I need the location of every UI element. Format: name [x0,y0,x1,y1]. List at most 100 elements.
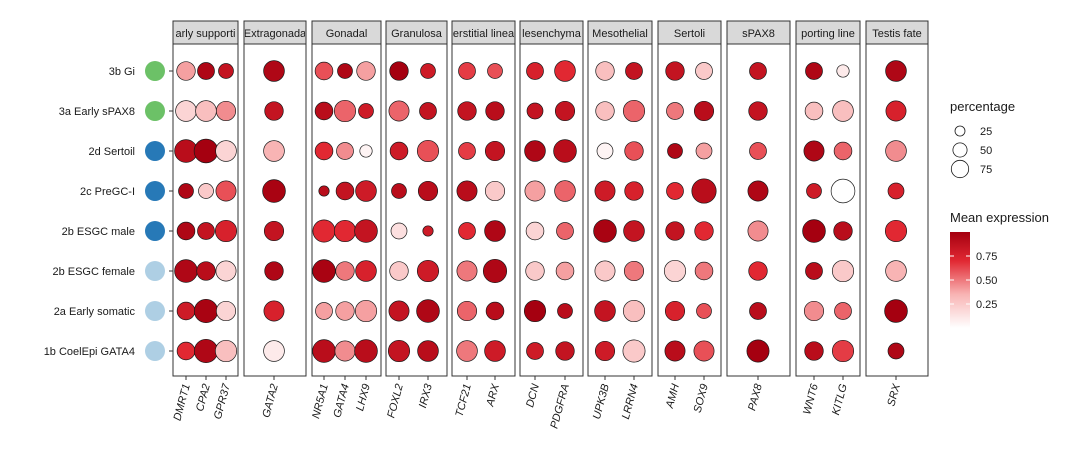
gene-label: GPR37 [212,382,233,421]
panel-label: Sertoli [674,28,705,40]
expression-dot [456,180,478,202]
group-color-dot [145,261,165,281]
group-color-dot [145,221,165,241]
expression-dot [524,140,546,162]
expression-dot [804,341,824,361]
gene-label: PAX8 [746,382,765,412]
expression-dot [484,340,506,362]
expression-dot [318,185,330,197]
expression-dot [457,101,477,121]
expression-dot [833,141,853,161]
color-legend-label: 0.50 [976,275,997,287]
expression-dot [193,338,219,364]
expression-dot [594,340,616,362]
expression-dot [693,340,715,362]
gene-label: NR5A1 [310,383,331,420]
expression-dot [417,180,439,202]
panel-frame [311,43,382,377]
panel-label: Granulosa [391,28,443,40]
expression-dot [693,100,715,122]
expression-dot [420,63,436,79]
expression-dot [484,220,506,242]
panel-frame [519,43,584,377]
expression-dot [525,221,545,241]
expression-dot [335,301,355,321]
expression-dot [484,140,506,162]
expression-dot [596,142,614,160]
size-legend-dot [954,125,966,137]
expression-dot [594,300,616,322]
expression-dot [804,101,824,121]
expression-dot [456,260,478,282]
expression-dot [696,303,712,319]
panel-frame [726,43,791,377]
expression-dot [218,63,234,79]
expression-dot [175,100,197,122]
expression-dot [215,300,237,322]
expression-dot [623,260,645,282]
row-label: 2b ESGC female [52,266,135,278]
expression-dot [805,262,823,280]
expression-dot [312,259,336,283]
expression-dot [263,140,285,162]
group-color-dot [145,181,165,201]
size-legend-dot [952,142,968,158]
panel-frame [587,43,653,377]
expression-dot [176,301,196,321]
gene-label: WNT6 [801,382,821,416]
expression-dot [416,259,440,283]
gene-label: IRX3 [417,382,435,410]
expression-dot [416,139,440,163]
expression-dot [334,340,356,362]
group-color-dot [145,341,165,361]
expression-dot [803,140,825,162]
expression-dot [885,260,907,282]
group-color-dot [145,141,165,161]
gene-label: LHX9 [354,383,373,413]
expression-dot [694,221,714,241]
expression-dot [389,61,409,81]
expression-dot [691,178,717,204]
expression-dot [747,220,769,242]
expression-dot [666,182,684,200]
expression-dot [526,102,544,120]
expression-dot [214,339,238,363]
expression-dot [174,259,198,283]
expression-dot [262,179,286,203]
expression-dot [314,141,334,161]
expression-dot [263,60,285,82]
expression-dot [215,260,237,282]
expression-dot [416,299,440,323]
expression-dot [802,219,826,243]
panel-frame [172,43,239,377]
panel-label: arly supporti [176,28,236,40]
color-legend-label: 0.25 [976,299,997,311]
expression-dot [555,341,575,361]
expression-dot [624,141,644,161]
expression-dot [805,62,823,80]
expression-dot [836,64,850,78]
gene-label: GATA2 [260,383,281,419]
expression-dot [176,221,196,241]
gene-label: SOX9 [692,383,711,414]
row-label: 2b ESGC male [62,226,135,238]
expression-dot [666,102,684,120]
expression-dot [314,101,334,121]
expression-dot [335,261,355,281]
expression-dot [524,180,546,202]
expression-dot [264,261,284,281]
expression-dot [389,141,409,161]
expression-dot [830,178,856,204]
panel-label: Extragonada [244,28,307,40]
expression-dot [664,300,686,322]
gene-label: SRX [885,382,903,408]
row-label: 3a Early sPAX8 [59,106,135,118]
expression-dot [525,261,545,281]
expression-dot [197,62,215,80]
expression-dot [456,340,478,362]
expression-dot [315,302,333,320]
expression-dot [885,60,907,82]
expression-dot [263,300,285,322]
